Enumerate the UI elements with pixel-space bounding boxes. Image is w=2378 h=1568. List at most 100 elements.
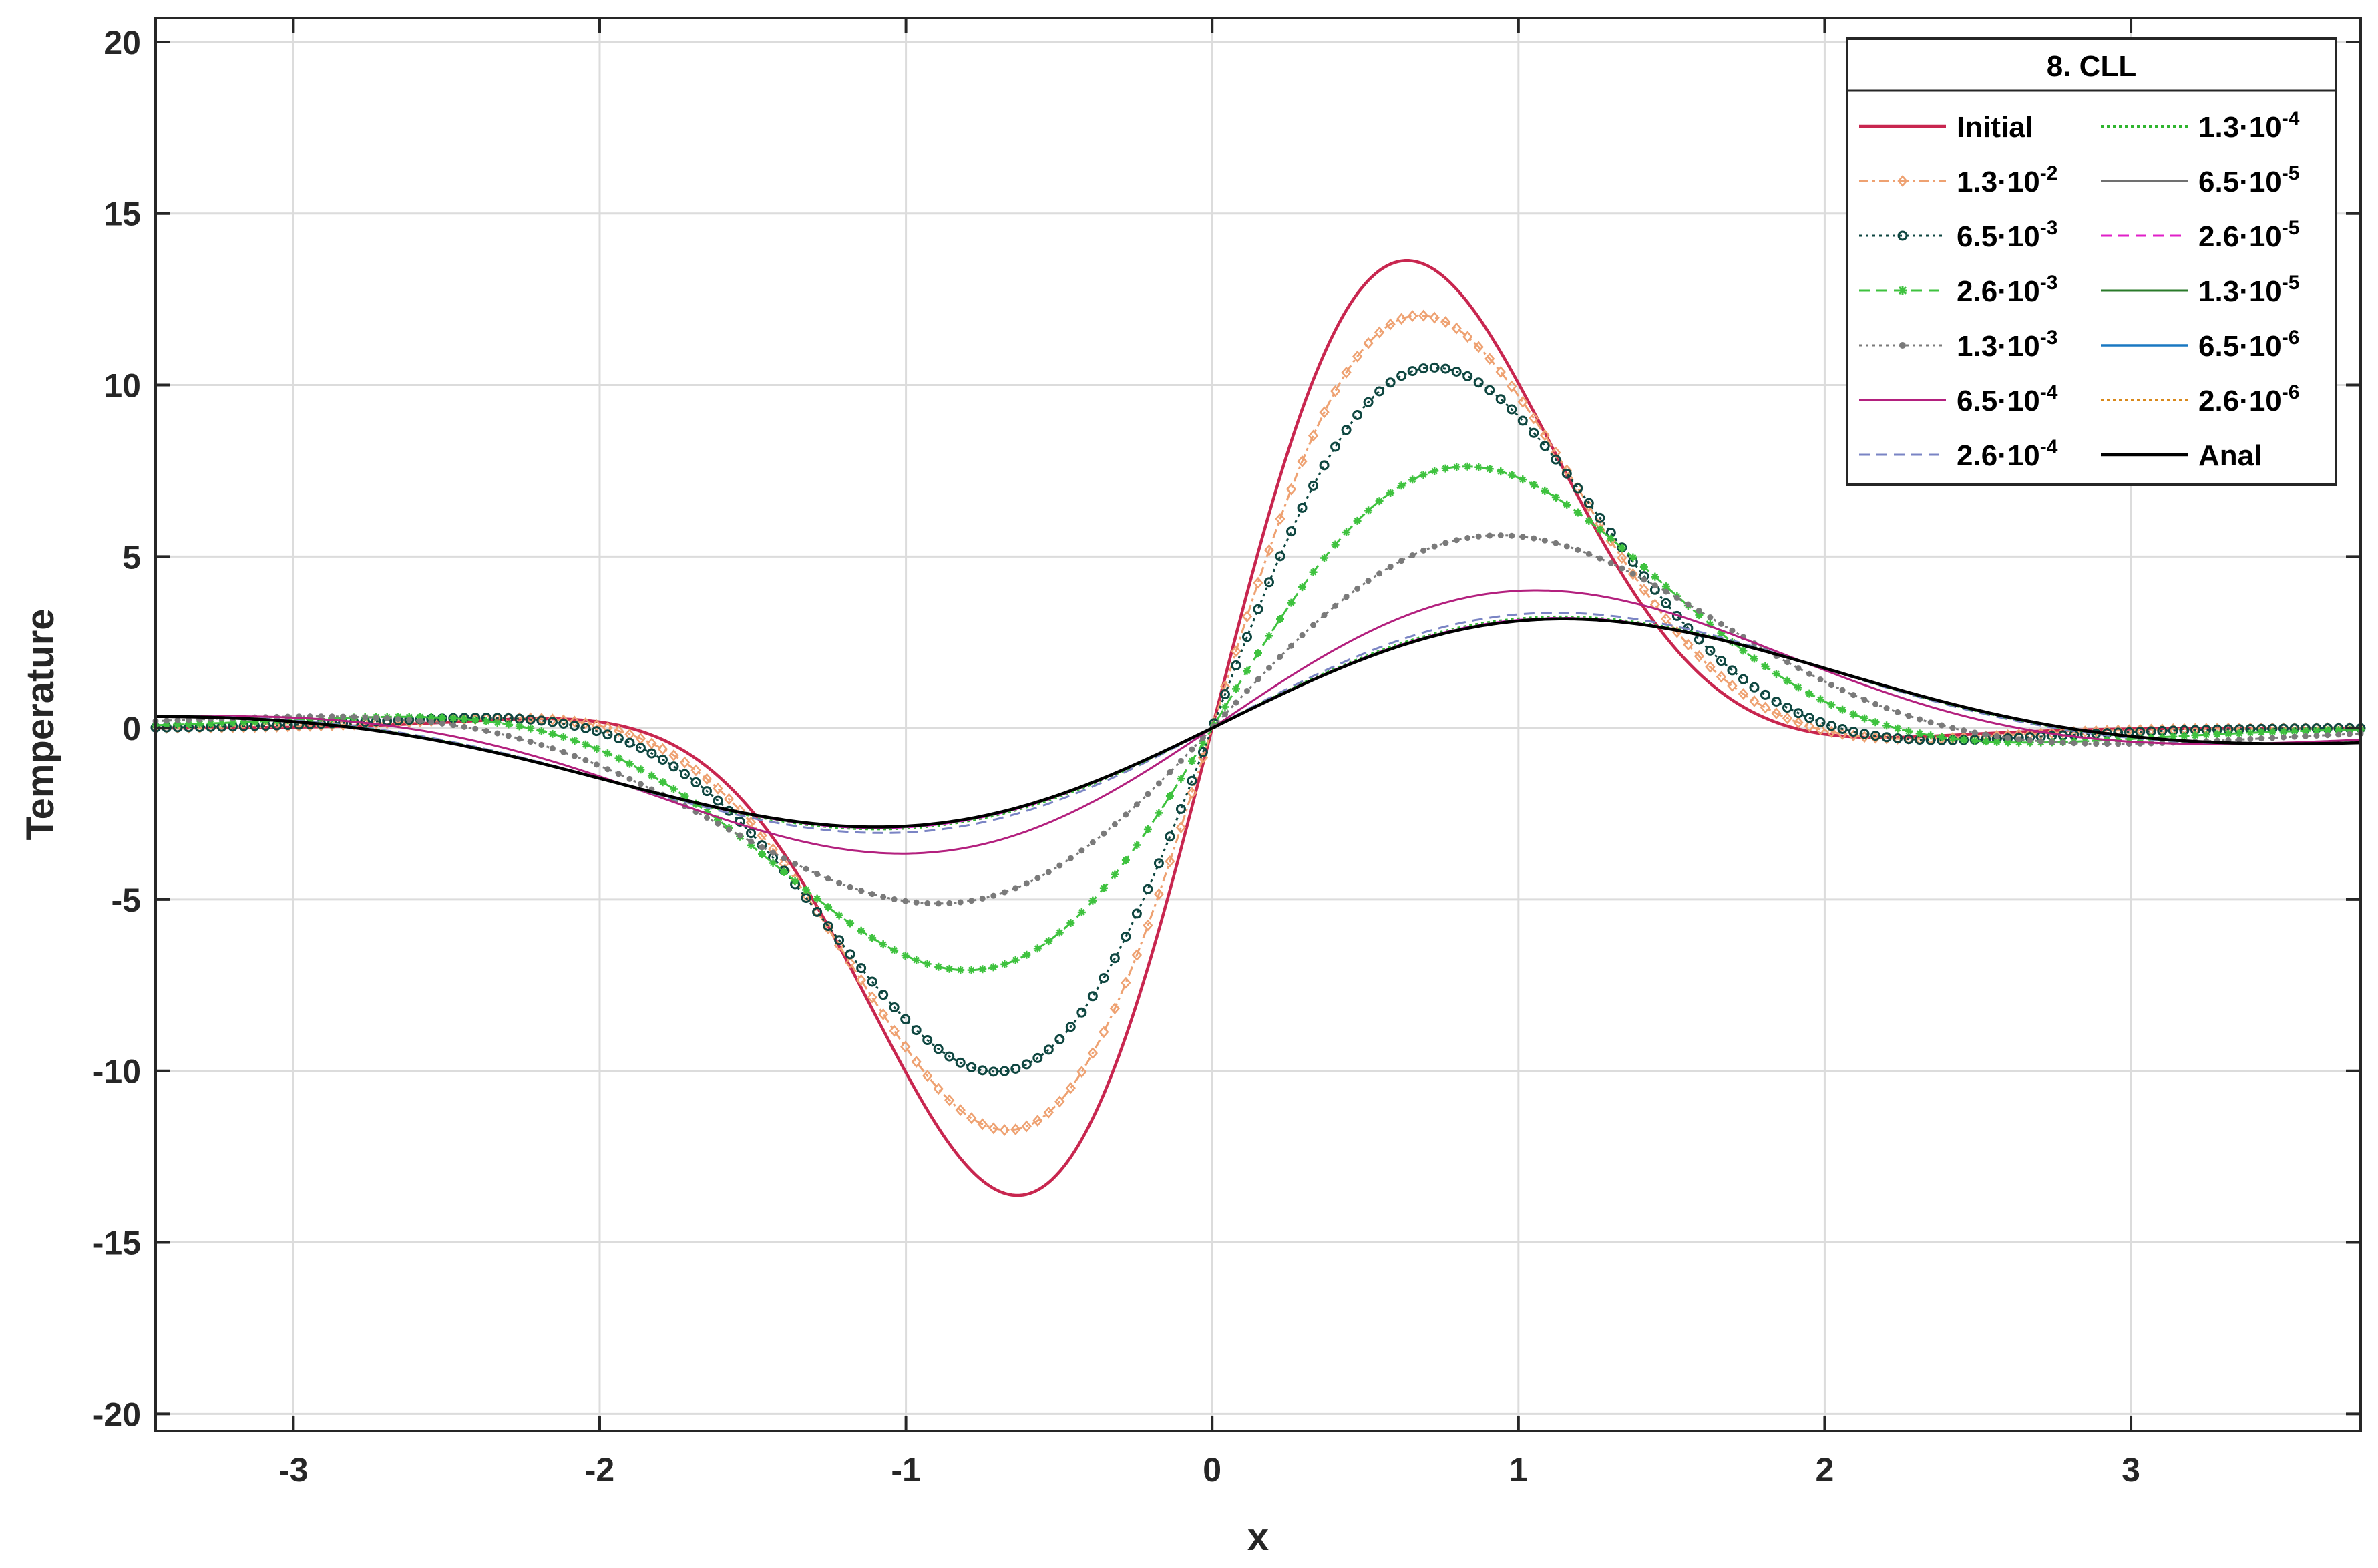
series-marker-4 [571,753,578,759]
series-marker-2 [1043,1044,1054,1055]
series-marker-4 [472,725,479,732]
legend-marker [1897,230,1908,241]
series-marker-4 [1442,540,1449,546]
legend-label: 6.5·10-4 [1957,381,2058,417]
series-marker-3 [1838,705,1847,714]
series-marker-1 [569,715,580,728]
series-marker-3 [1981,737,1990,746]
series-marker-4 [450,722,457,729]
series-marker-4 [1673,594,1680,601]
series-marker-2 [1253,604,1263,614]
series-marker-1 [1285,483,1297,496]
series-marker-2 [1275,551,1285,562]
legend-label-exponent: -5 [2282,272,2300,294]
series-marker-2 [1231,660,1241,670]
legend-label: 6.5·10-3 [1957,217,2057,253]
series-marker-1 [1109,1002,1121,1015]
series-marker-2 [1385,377,1396,388]
series-marker-4 [1629,570,1636,577]
series-marker-3 [647,771,656,780]
series-marker-1 [580,717,591,729]
series-marker-3 [592,745,601,753]
series-marker-1 [900,1040,911,1053]
legend-label-exponent: -6 [2282,327,2300,349]
series-line-13 [156,617,2361,829]
series-marker-2 [1286,526,1297,537]
series-marker-2 [1837,723,1848,734]
series-marker-1 [1694,650,1705,662]
series-marker-3 [1276,614,1285,623]
series-marker-4 [946,900,953,906]
x-tick-label: -2 [585,1451,614,1489]
legend-label: 1.3·10-2 [1957,162,2057,198]
series-marker-2 [1087,991,1098,1002]
series-marker-4 [1872,701,1879,707]
series-marker-3 [493,719,502,727]
legend-label-base: 6.5·10 [2198,166,2282,198]
series-marker-1 [1175,821,1187,834]
series-marker-2 [1219,689,1230,700]
series-marker-4 [351,713,357,720]
legend-label-base: 2.6·10 [2198,385,2282,417]
series-marker-2 [713,795,723,806]
series-marker-1 [1517,395,1528,408]
legend-label-base: 1.3·10 [1957,330,2040,363]
series-marker-3 [2125,735,2134,743]
series-marker-3 [1000,960,1009,968]
series-marker-2 [1308,480,1319,491]
series-marker-4 [1101,830,1107,837]
series-marker-4 [494,730,501,737]
series-marker-1 [1617,552,1627,564]
series-marker-3 [2202,731,2210,739]
series-marker-3 [2114,735,2122,744]
x-tick-label: 1 [1509,1451,1528,1489]
series-marker-3 [747,841,755,849]
series-marker-3 [1717,629,1726,638]
series-marker-3 [1485,465,1494,473]
series-marker-2 [1859,729,1870,739]
series-marker-3 [162,721,171,729]
series-marker-3 [1882,721,1891,730]
series-marker-1 [911,1056,922,1068]
series-marker-4 [913,899,920,906]
series-marker-3 [1177,775,1185,783]
series-marker-2 [1826,721,1837,731]
series-marker-4 [1045,869,1052,875]
series-marker-3 [1320,554,1329,562]
series-marker-4 [1299,632,1306,638]
series-marker-2 [1815,717,1826,727]
series-marker-4 [417,717,423,724]
series-marker-4 [891,896,898,902]
series-marker-3 [1133,841,1141,849]
series-marker-2 [1529,427,1539,438]
series-marker-4 [1266,664,1273,671]
series-marker-4 [1221,711,1228,718]
series-marker-4 [1354,585,1361,592]
series-marker-3 [2323,726,2332,735]
series-marker-2 [1352,409,1363,420]
series-marker-3 [1254,649,1262,658]
series-marker-2 [1363,397,1374,407]
series-marker-4 [924,900,931,907]
series-marker-3 [879,940,887,949]
legend-label: Initial [1957,111,2033,144]
series-marker-3 [2312,726,2321,735]
series-marker-2 [1539,441,1550,451]
series-marker-2 [1495,394,1506,405]
series-marker-4 [825,875,831,882]
series-marker-4 [1553,540,1559,546]
series-marker-4 [1376,570,1383,577]
series-marker-4 [781,855,787,861]
series-marker-3 [1617,544,1626,552]
series-marker-3 [2246,729,2254,737]
series-marker-3 [703,807,711,816]
series-marker-1 [271,721,282,733]
series-marker-2 [1551,454,1561,465]
series-marker-3 [1011,956,1020,964]
legend-label-base: 6.5·10 [2198,330,2282,363]
series-marker-2 [988,1066,999,1077]
series-marker-2 [1749,682,1760,693]
series-marker-3 [1893,724,1902,733]
series-marker-4 [1597,555,1603,562]
y-tick-label: 10 [104,367,141,405]
